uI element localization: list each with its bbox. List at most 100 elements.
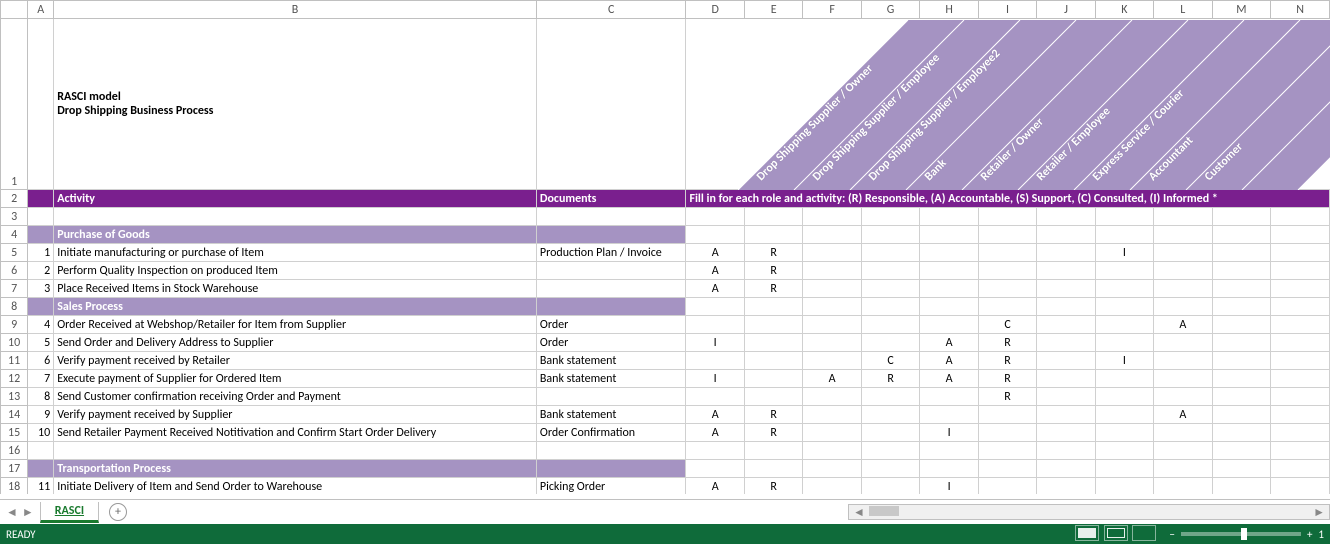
rasci-cell[interactable]: I xyxy=(920,478,979,495)
rasci-cell[interactable]: A xyxy=(686,280,745,298)
rasci-cell[interactable] xyxy=(861,244,920,262)
cell[interactable] xyxy=(536,19,686,190)
rasci-cell[interactable] xyxy=(1154,370,1212,388)
rasci-cell[interactable] xyxy=(1037,334,1095,352)
document-cell[interactable]: Bank statement xyxy=(536,352,686,370)
rasci-cell[interactable] xyxy=(744,316,802,334)
rasci-cell[interactable] xyxy=(1095,406,1153,424)
cell[interactable] xyxy=(28,190,54,208)
rasci-cell[interactable]: R xyxy=(978,334,1036,352)
rasci-cell[interactable]: A xyxy=(920,334,979,352)
rasci-cell[interactable] xyxy=(978,244,1036,262)
document-cell[interactable]: Order xyxy=(536,334,686,352)
row-hdr[interactable]: 16 xyxy=(1,442,28,460)
rasci-cell[interactable]: I xyxy=(686,370,745,388)
rasci-cell[interactable]: A xyxy=(1154,406,1212,424)
worksheet-area[interactable]: Drop Shipping Supplier / Owner Drop Ship… xyxy=(0,0,1330,494)
col-hdr[interactable]: F xyxy=(803,1,861,19)
rasci-cell[interactable] xyxy=(1154,352,1212,370)
activity-number[interactable]: 7 xyxy=(28,370,54,388)
rasci-cell[interactable]: I xyxy=(1095,352,1153,370)
col-hdr[interactable]: J xyxy=(1037,1,1095,19)
tab-nav[interactable]: ◄ ► xyxy=(0,505,40,520)
scroll-left-icon[interactable]: ◄ xyxy=(853,505,865,520)
activity-cell[interactable]: Execute payment of Supplier for Ordered … xyxy=(54,370,537,388)
role-header-cell[interactable] xyxy=(978,19,1036,190)
activity-cell[interactable]: Send Retailer Payment Received Notitivat… xyxy=(54,424,537,442)
rasci-cell[interactable]: I xyxy=(686,334,745,352)
tab-nav-next-icon[interactable]: ► xyxy=(22,505,34,520)
rasci-cell[interactable] xyxy=(1154,280,1212,298)
role-header-cell[interactable] xyxy=(803,19,861,190)
rasci-cell[interactable]: R xyxy=(744,280,802,298)
rasci-cell[interactable] xyxy=(1037,424,1095,442)
activity-number[interactable]: 1 xyxy=(28,244,54,262)
activity-number[interactable]: 5 xyxy=(28,334,54,352)
view-normal-icon[interactable] xyxy=(1075,525,1099,541)
cell[interactable] xyxy=(28,19,54,190)
rasci-cell[interactable] xyxy=(920,244,979,262)
rasci-cell[interactable] xyxy=(686,352,745,370)
spreadsheet-grid[interactable]: A B C D E F G H I J K L M N 1 RASCI mode… xyxy=(0,0,1330,494)
activity-cell[interactable]: Initiate manufacturing or purchase of It… xyxy=(54,244,537,262)
col-hdr[interactable]: B xyxy=(54,1,537,19)
col-hdr[interactable]: L xyxy=(1154,1,1212,19)
col-hdr[interactable]: I xyxy=(978,1,1036,19)
rasci-cell[interactable]: A xyxy=(920,352,979,370)
rasci-cell[interactable]: R xyxy=(978,352,1036,370)
activity-cell[interactable]: Order Received at Webshop/Retailer for I… xyxy=(54,316,537,334)
header-legend[interactable]: Fill in for each role and activity: (R) … xyxy=(686,190,1330,208)
activity-number[interactable]: 2 xyxy=(28,262,54,280)
rasci-cell[interactable] xyxy=(861,316,920,334)
rasci-cell[interactable] xyxy=(1095,280,1153,298)
rasci-cell[interactable]: R xyxy=(744,478,802,495)
rasci-cell[interactable] xyxy=(861,424,920,442)
rasci-cell[interactable]: A xyxy=(686,424,745,442)
rasci-cell[interactable] xyxy=(803,316,861,334)
rasci-cell[interactable]: C xyxy=(978,316,1036,334)
rasci-cell[interactable]: A xyxy=(686,262,745,280)
zoom-in-button[interactable]: + xyxy=(1307,528,1312,541)
activity-number[interactable]: 10 xyxy=(28,424,54,442)
row-hdr[interactable]: 2 xyxy=(1,190,28,208)
rasci-cell[interactable] xyxy=(803,406,861,424)
rasci-cell[interactable]: A xyxy=(686,478,745,495)
rasci-cell[interactable] xyxy=(1095,334,1153,352)
rasci-cell[interactable] xyxy=(744,370,802,388)
rasci-cell[interactable]: A xyxy=(1154,316,1212,334)
activity-cell[interactable]: Send Order and Delivery Address to Suppl… xyxy=(54,334,537,352)
rasci-cell[interactable] xyxy=(1037,478,1095,495)
rasci-cell[interactable] xyxy=(744,352,802,370)
horizontal-scrollbar[interactable]: ◄ ► xyxy=(848,504,1330,520)
activity-number[interactable]: 4 xyxy=(28,316,54,334)
rasci-cell[interactable]: R xyxy=(861,370,920,388)
header-activity[interactable]: Activity xyxy=(54,190,537,208)
row-hdr[interactable]: 8 xyxy=(1,298,28,316)
zoom-controls[interactable]: − + 1 xyxy=(1169,528,1324,541)
rasci-cell[interactable] xyxy=(861,280,920,298)
activity-number[interactable]: 8 xyxy=(28,388,54,406)
col-hdr[interactable]: A xyxy=(28,1,54,19)
rasci-cell[interactable] xyxy=(1037,244,1095,262)
rasci-cell[interactable] xyxy=(1037,388,1095,406)
role-header-cell[interactable] xyxy=(1154,19,1212,190)
rasci-cell[interactable] xyxy=(1154,478,1212,495)
activity-cell[interactable]: Initiate Delivery of Item and Send Order… xyxy=(54,478,537,495)
document-cell[interactable]: Order xyxy=(536,316,686,334)
view-page-layout-icon[interactable] xyxy=(1104,525,1128,541)
col-hdr[interactable]: H xyxy=(920,1,979,19)
section-label[interactable]: Sales Process xyxy=(54,298,537,316)
rasci-cell[interactable] xyxy=(1154,388,1212,406)
rasci-cell[interactable] xyxy=(803,334,861,352)
rasci-cell[interactable]: A xyxy=(686,406,745,424)
rasci-cell[interactable] xyxy=(1154,334,1212,352)
document-cell[interactable] xyxy=(536,262,686,280)
activity-cell[interactable]: Perform Quality Inspection on produced I… xyxy=(54,262,537,280)
rasci-cell[interactable]: A xyxy=(803,370,861,388)
document-cell[interactable] xyxy=(536,388,686,406)
title-cell[interactable]: RASCI model Drop Shipping Business Proce… xyxy=(54,19,537,190)
rasci-cell[interactable] xyxy=(1037,262,1095,280)
row-hdr-selected[interactable]: 13 xyxy=(1,388,28,406)
document-cell[interactable]: Picking Order xyxy=(536,478,686,495)
rasci-cell[interactable] xyxy=(686,316,745,334)
